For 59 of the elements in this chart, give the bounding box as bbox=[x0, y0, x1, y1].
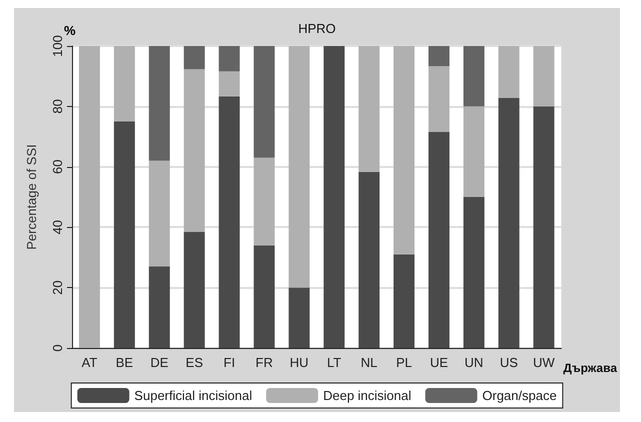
bar bbox=[394, 254, 415, 348]
bar bbox=[463, 106, 484, 197]
bar bbox=[114, 46, 135, 122]
bar bbox=[533, 46, 554, 106]
text: % bbox=[64, 23, 76, 38]
x-tick-label: DE bbox=[150, 355, 169, 370]
legend-label: Deep incisional bbox=[323, 388, 412, 403]
y-tick-label: 20 bbox=[50, 280, 65, 295]
bar bbox=[218, 71, 240, 96]
bar bbox=[288, 46, 310, 288]
bar bbox=[324, 46, 345, 348]
bar bbox=[463, 197, 484, 348]
y-tick-label: 40 bbox=[50, 220, 65, 234]
bar bbox=[78, 46, 100, 348]
bar bbox=[254, 46, 275, 158]
bar bbox=[218, 96, 240, 348]
bar bbox=[358, 172, 380, 348]
bar bbox=[184, 46, 205, 70]
bar bbox=[184, 69, 205, 232]
y-tick-label: 60 bbox=[50, 160, 65, 174]
x-tick-label: US bbox=[500, 355, 518, 370]
x-tick-label: UW bbox=[533, 355, 556, 370]
bar bbox=[533, 106, 554, 348]
bar bbox=[148, 160, 170, 266]
x-tick-label: FR bbox=[256, 355, 273, 370]
chart-title: HPRO bbox=[298, 21, 336, 36]
legend-label: Organ/space bbox=[482, 388, 557, 403]
x-tick-label: ES bbox=[186, 355, 204, 370]
x-tick-label: FI bbox=[223, 355, 236, 370]
x-tick-label: BE bbox=[116, 355, 134, 370]
y-tick-label: 100 bbox=[50, 35, 65, 57]
x-tick-label: NL bbox=[360, 355, 378, 370]
legend-label: Superficial incisional bbox=[134, 388, 252, 403]
bar bbox=[498, 46, 520, 98]
bar bbox=[184, 232, 205, 348]
x-tick-label: HU bbox=[290, 355, 309, 370]
x-tick-label: PL bbox=[396, 355, 412, 370]
bar bbox=[148, 46, 170, 161]
bar bbox=[218, 46, 240, 72]
bar bbox=[288, 288, 310, 348]
y-tick-label: 0 bbox=[50, 344, 65, 352]
bar bbox=[428, 132, 450, 348]
bar bbox=[463, 46, 484, 106]
bar bbox=[428, 66, 450, 132]
x-tick-label: AT bbox=[82, 355, 98, 370]
y-axis-title: Percentage of SSI bbox=[24, 144, 39, 250]
x-tick-label: UN bbox=[464, 355, 484, 370]
bar bbox=[254, 158, 275, 246]
bar bbox=[394, 46, 415, 254]
bar bbox=[358, 46, 380, 172]
x-tick-label: UE bbox=[430, 355, 448, 370]
bar bbox=[148, 266, 170, 348]
y-tick-label: 80 bbox=[50, 99, 65, 114]
x-axis-title: Държава bbox=[563, 361, 618, 375]
bar bbox=[498, 98, 520, 348]
bar bbox=[428, 46, 450, 66]
bar bbox=[254, 245, 275, 348]
bar bbox=[114, 122, 135, 348]
x-tick-label: LT bbox=[327, 355, 342, 370]
